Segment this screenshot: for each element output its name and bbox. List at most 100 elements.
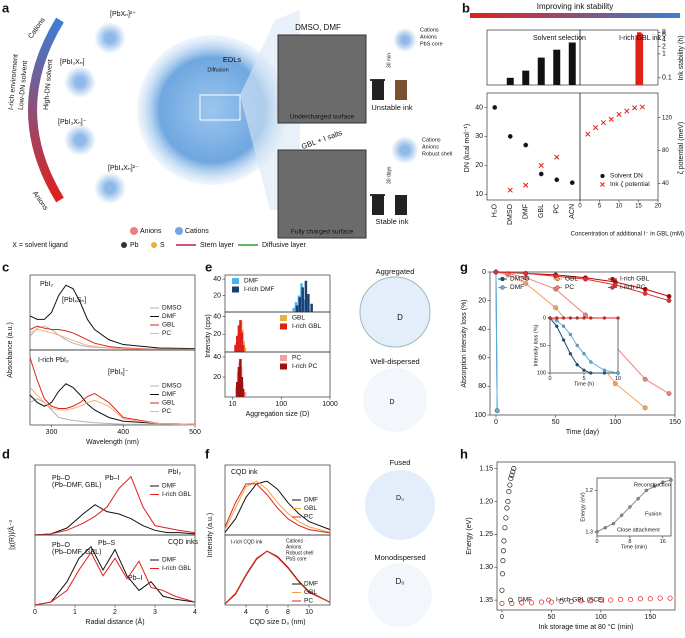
- panel-label: a: [2, 0, 10, 15]
- panel-label: f: [205, 446, 210, 461]
- legend-label: DMSO: [162, 383, 182, 390]
- legend-label: I-rich GBL: [162, 565, 192, 572]
- annotation: I-rich GBL ink: [619, 35, 662, 42]
- x-tick-label: 0: [494, 419, 498, 426]
- axis-label: |χ(R)|/Å⁻³: [7, 519, 16, 549]
- marker: [616, 316, 620, 320]
- marker: [612, 381, 618, 386]
- marker: [503, 515, 509, 521]
- diagram-text: High-DN solvent: [43, 59, 54, 110]
- complex: [94, 172, 126, 204]
- marker: [636, 497, 640, 501]
- bar: [237, 367, 241, 397]
- marker: [602, 316, 607, 320]
- bar: [310, 303, 313, 312]
- ink-sphere: [137, 35, 287, 185]
- x-tick-label: 6: [265, 609, 269, 616]
- legend-label: GBL: [292, 315, 305, 322]
- y-tick-label: 1.15: [479, 465, 493, 472]
- diagram-text: Undercharged surface: [290, 114, 355, 121]
- marker: [644, 488, 648, 493]
- marker: [494, 408, 500, 414]
- x-tick-label: 100: [609, 419, 621, 426]
- series-line: [224, 483, 331, 534]
- axis-label: Intensity (cps): [205, 314, 212, 358]
- legend-label: DMF: [244, 278, 258, 285]
- annotation: [PbIₓ]⁻: [108, 369, 129, 376]
- bar: [637, 32, 640, 85]
- panel-label: g: [460, 259, 468, 274]
- annotation: [PbIₓSₙ]: [62, 297, 86, 304]
- marker: [502, 525, 508, 531]
- diagram-text: Anions: [422, 144, 439, 150]
- x-tick-label: 100: [595, 614, 607, 621]
- x-tick-label: 8: [628, 539, 631, 545]
- plot-frame: [489, 271, 676, 416]
- x-axis-label: Wavelength (nm): [86, 439, 139, 446]
- legend-label: DMSO: [510, 276, 530, 283]
- marker: [554, 154, 560, 160]
- y2-tick-label: 1: [662, 51, 666, 58]
- diagram-text: Pb: [130, 242, 139, 249]
- marker: [589, 371, 593, 375]
- diagram-text: Low-DN solvent: [18, 60, 29, 110]
- legend-label: PC: [565, 284, 574, 291]
- marker: [608, 116, 614, 122]
- annotation: I-rich PbI₂: [38, 357, 69, 364]
- marker: [501, 538, 507, 544]
- panel-label: h: [460, 446, 468, 461]
- diagram-text: D: [389, 399, 394, 406]
- x-tick-label: 500: [189, 429, 201, 436]
- legend-label: PC: [292, 355, 301, 362]
- marker: [600, 173, 605, 179]
- x-tick-label: 0: [548, 376, 551, 382]
- y-axis-label: Intensity loss (%): [533, 324, 539, 366]
- series-line: [495, 271, 670, 394]
- y-tick-label: 80: [478, 383, 486, 390]
- dispersed: [363, 368, 427, 432]
- charged-image: [277, 149, 367, 239]
- series-line: [29, 383, 196, 425]
- plot-frame: [224, 351, 331, 398]
- legend-swatch: [280, 355, 287, 361]
- category-label: PC: [554, 204, 561, 214]
- bar: [638, 32, 642, 85]
- legend-label: DMF: [304, 497, 318, 504]
- diagram-text: Well-dispersed: [370, 357, 419, 366]
- diagram-text: Anions: [31, 190, 49, 212]
- y-tick-label: 40: [213, 354, 221, 361]
- x-tick-label: 3: [153, 609, 157, 616]
- x-tick-label: 8: [286, 609, 290, 616]
- diagram-text: Cations: [420, 27, 439, 33]
- y-axis-label: Energy (eV): [466, 517, 473, 554]
- bar: [522, 70, 530, 85]
- diagram-text: 30 days: [386, 166, 392, 184]
- legend-label: PC: [162, 330, 171, 337]
- x-tick-label: 0: [578, 204, 582, 210]
- dot: [391, 136, 419, 164]
- x-tick-label: 0: [595, 539, 598, 545]
- marker: [538, 171, 544, 177]
- zoom-box: [199, 94, 241, 121]
- marker: [627, 596, 634, 603]
- series-line: [224, 480, 331, 533]
- marker: [558, 598, 564, 604]
- complex: [64, 124, 96, 156]
- legend-swatch: [280, 315, 287, 321]
- marker: [598, 597, 604, 603]
- marker: [506, 489, 512, 495]
- marker: [568, 316, 573, 320]
- y-tick-label: 100: [537, 370, 546, 376]
- diagram-text: Aggregated: [376, 267, 415, 276]
- marker: [589, 360, 593, 364]
- diagram-text: Monodispersed: [374, 553, 425, 562]
- vial: [395, 80, 407, 100]
- legend-dot: [151, 242, 157, 248]
- legend-label: DMF: [510, 284, 524, 291]
- legend-label: I-rich PC: [292, 363, 318, 370]
- diagram-shapes: [28, 10, 680, 627]
- marker: [616, 371, 620, 375]
- diagram-text: PbS core: [420, 41, 443, 47]
- x-tick-label: 0: [500, 614, 504, 621]
- marker: [568, 352, 573, 356]
